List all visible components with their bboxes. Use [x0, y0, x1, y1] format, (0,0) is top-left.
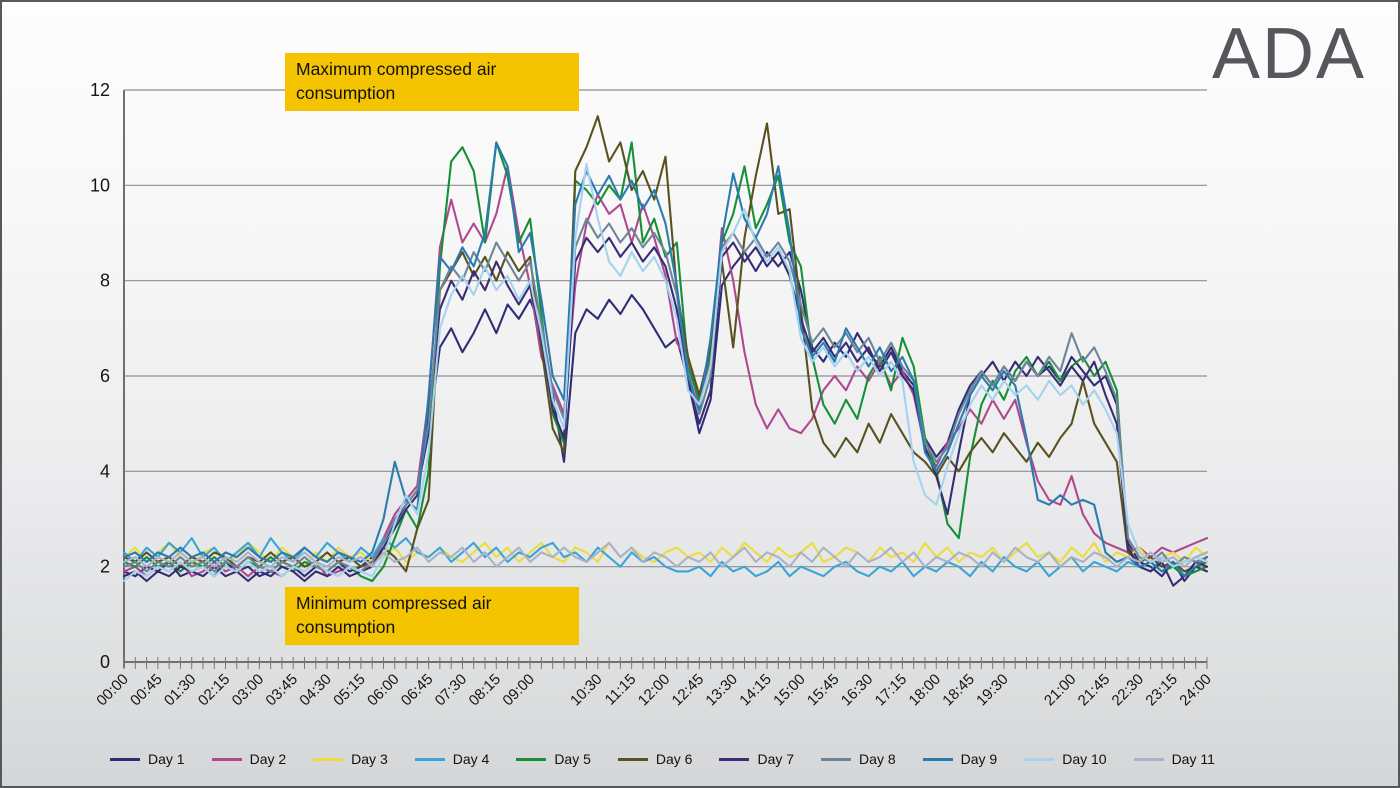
series-line-day-1	[122, 251, 1209, 583]
legend-swatch	[1024, 757, 1055, 761]
legend-swatch	[516, 757, 547, 761]
x-tick-label: 15:45	[804, 671, 843, 710]
legend-label: Day 11	[1171, 751, 1215, 767]
legend-item-day-3: Day 3	[313, 751, 388, 767]
legend-swatch	[211, 757, 242, 761]
x-tick-label: 05:15	[330, 671, 369, 710]
legend-swatch	[922, 757, 953, 761]
x-tick-label: 13:30	[702, 671, 741, 710]
series-line-day-6	[122, 115, 1209, 573]
legend-label: Day 7	[757, 751, 795, 767]
y-tick-label: 2	[100, 557, 110, 577]
x-tick-label: 00:45	[127, 671, 166, 710]
legend-swatch	[719, 757, 750, 761]
x-axis-labels: 00:0000:4501:3002:1503:0003:4504:3005:15…	[93, 671, 1215, 710]
y-tick-label: 8	[100, 271, 110, 291]
x-tick-label: 21:00	[1041, 671, 1080, 710]
max-consumption-callout: Maximum compressed air consumption	[285, 53, 579, 111]
legend-item-day-4: Day 4	[414, 751, 490, 767]
x-tick-label: 18:45	[939, 671, 978, 710]
legend-swatch	[1133, 757, 1164, 761]
x-tick-label: 12:45	[669, 671, 708, 710]
legend-swatch	[414, 757, 445, 761]
x-tick-label: 06:45	[398, 671, 437, 710]
x-tick-label: 07:30	[432, 671, 471, 710]
x-tick-label: 11:15	[602, 671, 640, 709]
legend-label: Day 3	[351, 751, 388, 767]
x-tick-label: 16:30	[838, 671, 877, 710]
y-tick-label: 4	[100, 461, 110, 481]
y-axis-labels: 0 2 4 6 8 10 12	[90, 80, 110, 672]
legend-label: Day 9	[960, 751, 998, 767]
x-tick-label: 14:15	[736, 671, 775, 710]
legend-item-day-6: Day 6	[617, 751, 693, 767]
x-tick-label: 10:30	[567, 671, 606, 710]
legend-item-day-10: Day 10	[1024, 751, 1107, 767]
series-line-day-7	[122, 236, 1209, 587]
legend-item-day-5: Day 5	[516, 751, 591, 767]
ada-logo: ADA	[1211, 14, 1366, 94]
x-tick-label: 02:15	[195, 671, 234, 710]
series-line-day-9	[122, 141, 1209, 578]
legend-swatch	[110, 757, 140, 761]
legend-label: Day 5	[554, 751, 591, 767]
x-tick-label: 09:00	[499, 671, 538, 710]
x-tick-label: 04:30	[296, 671, 335, 710]
x-tick-label: 06:00	[364, 671, 403, 710]
legend-label: Day 6	[655, 751, 693, 767]
y-tick-label: 6	[100, 366, 110, 386]
legend-item-day-9: Day 9	[922, 751, 998, 767]
x-tick-label: 22:30	[1109, 671, 1148, 710]
legend-item-day-8: Day 8	[821, 751, 896, 767]
x-tick-label: 15:00	[770, 671, 809, 710]
legend-swatch	[313, 757, 344, 761]
chart-legend: Day 1 Day 2 Day 3 Day 4 Day 5 Day 6 Day 7 Day 8…	[110, 746, 1215, 772]
x-tick-label: 17:15	[872, 671, 911, 710]
y-tick-label: 10	[90, 175, 110, 195]
legend-item-day-7: Day 7	[719, 751, 794, 767]
min-consumption-callout: Minimum compressed air consumption	[285, 587, 579, 645]
series-line-day-5	[122, 141, 1209, 583]
legend-label: Day 2	[249, 751, 287, 767]
legend-label: Day 10	[1062, 751, 1107, 767]
legend-label: Day 8	[859, 751, 896, 767]
y-tick-label: 0	[100, 652, 110, 672]
y-tick-label: 12	[90, 80, 110, 100]
x-tick-label: 18:00	[906, 671, 945, 710]
x-tick-label: 24:00	[1176, 671, 1215, 710]
legend-item-day-1: Day 1	[110, 751, 185, 767]
legend-label: Day 4	[452, 751, 490, 767]
series-line-day-10	[122, 162, 1209, 583]
series-line-day-8	[122, 217, 1209, 573]
legend-swatch	[617, 757, 648, 761]
x-axis-ticks	[123, 657, 1208, 669]
gridlines	[124, 89, 1207, 663]
x-tick-label: 12:00	[635, 671, 674, 710]
legend-label: Day 1	[148, 751, 185, 767]
x-tick-label: 00:00	[93, 671, 132, 710]
x-tick-label: 03:00	[229, 671, 268, 710]
x-tick-label: 08:15	[466, 671, 505, 710]
legend-swatch	[821, 757, 852, 761]
x-tick-label: 23:15	[1142, 671, 1181, 710]
series-line-day-11	[122, 541, 1209, 568]
x-tick-label: 19:30	[973, 671, 1012, 710]
legend-item-day-2: Day 2	[211, 751, 287, 767]
legend-item-day-11: Day 11	[1133, 751, 1215, 767]
x-tick-label: 21:45	[1075, 671, 1114, 710]
x-tick-label: 03:45	[262, 671, 301, 710]
x-tick-label: 01:30	[161, 671, 200, 710]
